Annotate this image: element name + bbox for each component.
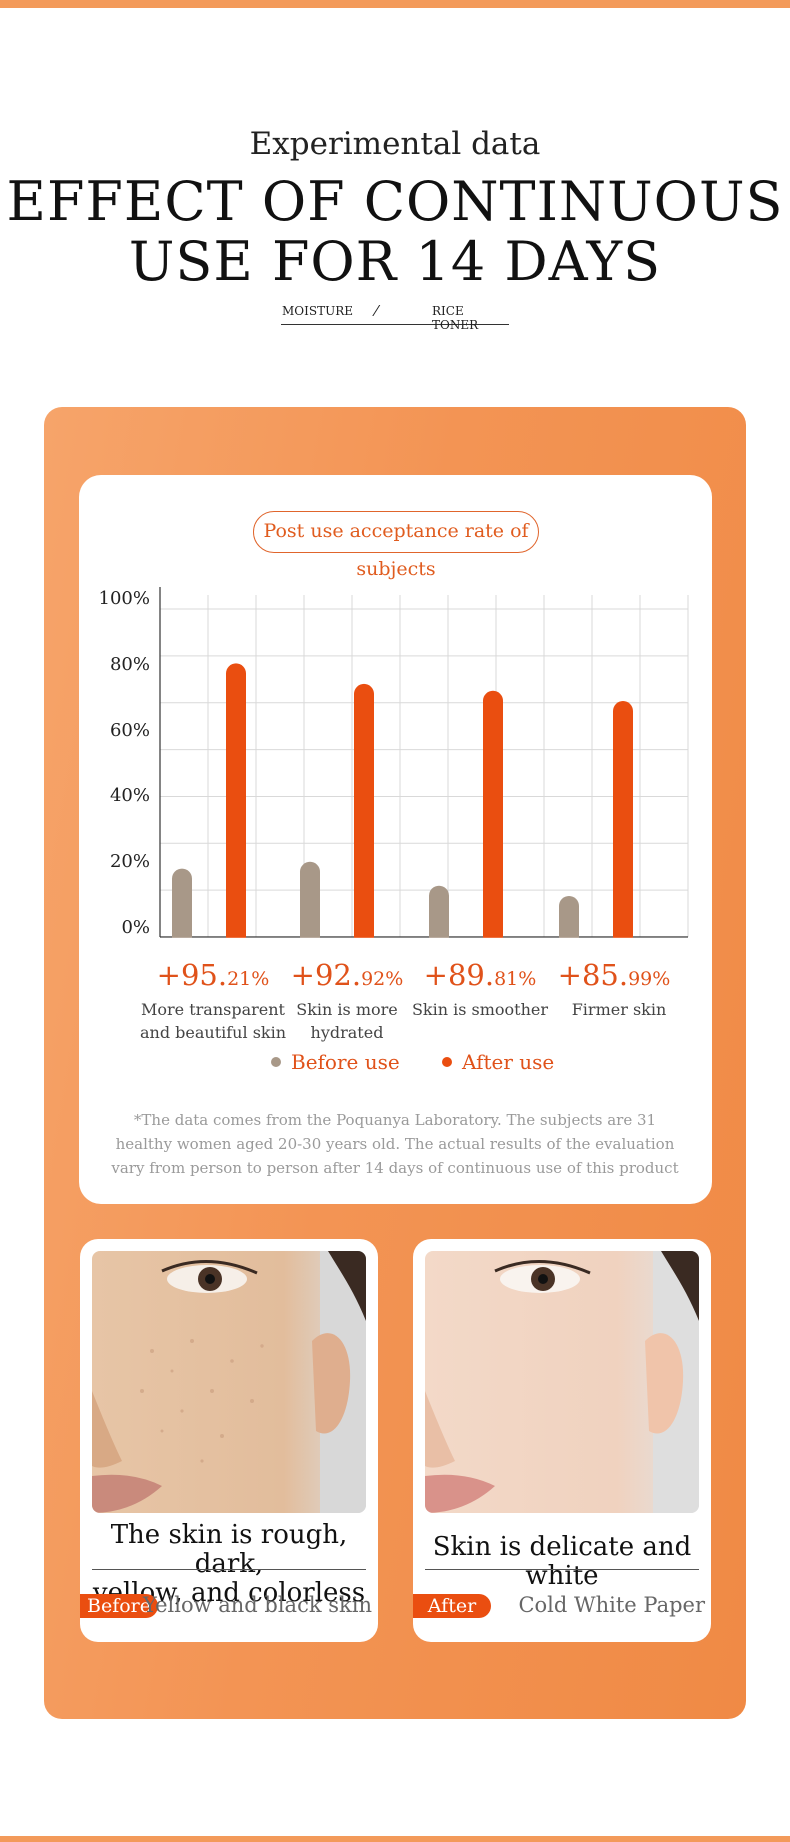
after-caption: Skin is delicate and white (432, 1532, 692, 1591)
y-tick-label: 40% (110, 785, 150, 806)
before-photo (92, 1251, 366, 1513)
bar-before-1 (172, 868, 192, 947)
stat-4-caption: Firmer skin (544, 998, 694, 1021)
stat-2: +92.92% (272, 958, 422, 992)
legend-after-label: After use (462, 1050, 555, 1074)
stat-3-main: +89. (423, 958, 495, 992)
stat-4-caption-line-1: Firmer skin (571, 1000, 667, 1019)
bar-after-2 (354, 683, 374, 947)
stat-4: +85.99% (539, 958, 689, 992)
footnote: *The data comes from the Poquanya Labora… (111, 1111, 679, 1177)
after-card: Skin is delicate and white After Cold Wh… (413, 1239, 711, 1642)
title-line-2: USE FOR 14 DAYS (128, 230, 662, 293)
y-tick-label: 100% (100, 588, 150, 609)
page-title: EFFECT OF CONTINUOUS USE FOR 14 DAYS (0, 172, 790, 292)
bar-before-4 (559, 895, 579, 947)
stat-2-main: +92. (290, 958, 362, 992)
bar-after-1 (226, 663, 246, 947)
before-caption-line-1: The skin is rough, dark, (110, 1520, 348, 1579)
stat-2-caption-line-1: Skin is more (296, 1000, 398, 1019)
stat-1-main: +95. (156, 958, 228, 992)
bar-chart: 0% 20% 40% 60% 80% 100% (100, 587, 689, 950)
stat-1-decimal: 21% (227, 968, 270, 990)
bar-after-4 (613, 701, 633, 947)
tag-moisture: MOISTURE (282, 304, 353, 318)
y-tick-label: 60% (110, 720, 150, 741)
chart-card (79, 475, 712, 1204)
stat-3-caption-line-1: Skin is smoother (411, 1000, 549, 1019)
legend-after: After use (442, 1050, 554, 1074)
before-badge: Before (80, 1594, 158, 1618)
top-accent-bar (0, 0, 790, 8)
stat-1: +95.21% (138, 958, 288, 992)
stat-1-caption-line-2: and beautiful skin (139, 1023, 287, 1042)
before-caption: The skin is rough, dark, yellow, and col… (92, 1521, 366, 1608)
bar-before-3 (429, 885, 449, 947)
y-tick-label: 80% (110, 654, 150, 675)
stat-1-caption: More transparent and beautiful skin (138, 998, 288, 1044)
tag-separator: ⁄ (375, 302, 378, 320)
y-tick-label: 0% (121, 917, 150, 938)
y-tick-label: 20% (110, 851, 150, 872)
after-divider (425, 1569, 699, 1570)
legend-before: Before use (271, 1050, 400, 1074)
after-photo (425, 1251, 699, 1513)
before-skin-label: Yellow and black skin (143, 1593, 372, 1617)
tag-row: MOISTURE ⁄ RICE TONER (281, 302, 509, 332)
stat-2-caption: Skin is more hydrated (272, 998, 422, 1044)
bar-before-2 (300, 861, 320, 947)
tag-rice-toner: RICE TONER (432, 304, 479, 332)
before-card: The skin is rough, dark, yellow, and col… (80, 1239, 378, 1642)
section-subtitle: Experimental data (249, 126, 541, 162)
before-divider (92, 1569, 366, 1570)
stat-3-caption: Skin is smoother (405, 998, 555, 1021)
after-badge: After (413, 1594, 491, 1618)
stat-3-decimal: 81% (494, 968, 537, 990)
after-skin-label: Cold White Paper (518, 1593, 705, 1617)
title-line-1: EFFECT OF CONTINUOUS (6, 170, 784, 233)
legend-after-dot (442, 1056, 452, 1067)
stat-4-decimal: 99% (628, 968, 671, 990)
legend-before-dot (271, 1056, 281, 1067)
chart-title-pill: Post use acceptance rate of subjects (253, 511, 539, 580)
stat-2-caption-line-2: hydrated (310, 1023, 384, 1042)
bar-after-3 (483, 690, 503, 947)
axis-mask (161, 937, 689, 950)
stat-4-main: +85. (557, 958, 629, 992)
stat-1-caption-line-1: More transparent (141, 1000, 285, 1019)
stat-2-decimal: 92% (361, 968, 404, 990)
bottom-accent-bar (0, 1836, 790, 1842)
stat-3: +89.81% (405, 958, 555, 992)
legend-before-label: Before use (291, 1050, 400, 1074)
